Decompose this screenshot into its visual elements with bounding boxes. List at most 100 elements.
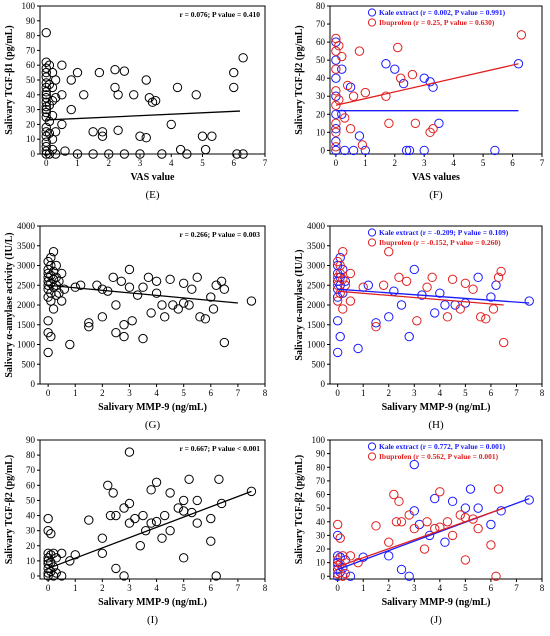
data-point (447, 530, 458, 541)
data-point (331, 64, 341, 74)
data-point (331, 136, 341, 147)
data-point (197, 131, 208, 141)
data-point (430, 308, 440, 318)
y-tick-label: 3500 (307, 241, 326, 251)
regression-line (48, 284, 238, 304)
data-point (119, 331, 129, 342)
data-point (84, 318, 94, 328)
regression-line (337, 290, 504, 306)
data-point (340, 568, 351, 579)
data-point (135, 541, 146, 551)
data-point (151, 288, 162, 298)
x-tick-label: 5 (463, 583, 468, 593)
data-point (173, 503, 183, 513)
data-point (427, 272, 437, 283)
data-point (119, 149, 130, 159)
data-point (331, 100, 341, 110)
data-point (43, 563, 53, 574)
data-point (48, 304, 59, 314)
data-point (48, 562, 59, 572)
data-point (138, 333, 148, 344)
x-tick-label: 6 (489, 388, 494, 398)
data-point (159, 312, 170, 322)
x-tick-label: 3 (422, 158, 427, 168)
x-tick-label: 0 (44, 158, 49, 168)
data-point (513, 59, 524, 69)
data-point (200, 314, 211, 324)
data-point (442, 517, 453, 527)
data-point (124, 282, 135, 292)
data-point (104, 149, 114, 159)
y-tick-label: 1500 (17, 320, 36, 330)
data-point (409, 459, 419, 470)
data-point (395, 73, 406, 83)
data-point (384, 312, 394, 322)
data-point (60, 146, 70, 156)
data-point (391, 517, 402, 527)
data-point (51, 260, 61, 271)
y-tick-label: 10 (26, 556, 36, 566)
x-tick-label: 2 (393, 158, 398, 168)
x-tick-label: 5 (181, 583, 186, 593)
y-tick-label: 100 (312, 435, 326, 445)
x-tick-label: 6 (489, 583, 494, 593)
data-point (84, 515, 94, 525)
data-point (407, 69, 418, 80)
plot-frame (39, 225, 266, 385)
x-tick-label: 2 (386, 583, 391, 593)
y-tick-label: 1500 (307, 320, 326, 330)
data-point (440, 300, 450, 310)
legend-marker (367, 442, 377, 451)
y-tick-label: 60 (316, 37, 326, 47)
x-tick-label: 0 (46, 388, 51, 398)
regression-line (337, 507, 504, 568)
data-point (246, 486, 257, 497)
x-tick-label: 1 (363, 158, 368, 168)
data-point (389, 489, 399, 500)
data-point (51, 568, 61, 578)
data-point (404, 331, 414, 342)
x-tick-label: 8 (263, 583, 268, 593)
data-point (332, 551, 343, 561)
data-point (130, 513, 140, 524)
data-point (43, 525, 53, 536)
data-point (97, 284, 108, 294)
y-tick-label: 20 (316, 109, 326, 119)
data-point (345, 82, 356, 92)
data-point (79, 90, 89, 100)
y-tick-label: 100 (22, 1, 36, 11)
data-point (207, 131, 217, 141)
data-point (151, 516, 162, 527)
data-point (43, 548, 53, 559)
data-point (331, 73, 341, 83)
y-tick-label: 2500 (307, 280, 326, 290)
data-point (72, 67, 83, 78)
data-point (332, 519, 343, 530)
data-point (442, 312, 453, 322)
data-point (192, 518, 202, 528)
y-tick-label: 40 (26, 511, 36, 521)
data-point (434, 118, 444, 129)
data-point (394, 496, 404, 507)
data-point (56, 296, 67, 306)
data-point (384, 551, 394, 561)
data-point (493, 484, 504, 494)
data-point (97, 533, 108, 543)
y-tick-label: 50 (316, 55, 326, 65)
data-point (473, 272, 483, 283)
data-point (44, 79, 55, 90)
data-point (43, 571, 53, 581)
x-tick-label: 3 (138, 158, 143, 168)
data-point (119, 503, 129, 513)
legend-entry: Ibuprofen (r = -0.152, P value = 0.260) (379, 238, 501, 247)
y-tick-label: 50 (316, 503, 326, 513)
data-point (143, 272, 154, 283)
y-tick-label: 90 (316, 449, 326, 459)
data-point (191, 90, 201, 100)
x-tick-label: 7 (263, 158, 268, 168)
data-point (111, 327, 121, 338)
x-axis-label: Salivary MMP-9 (ng/mL) (382, 402, 491, 413)
x-axis-label: VAS value (131, 172, 176, 183)
data-point (384, 118, 394, 129)
data-point (447, 496, 458, 507)
